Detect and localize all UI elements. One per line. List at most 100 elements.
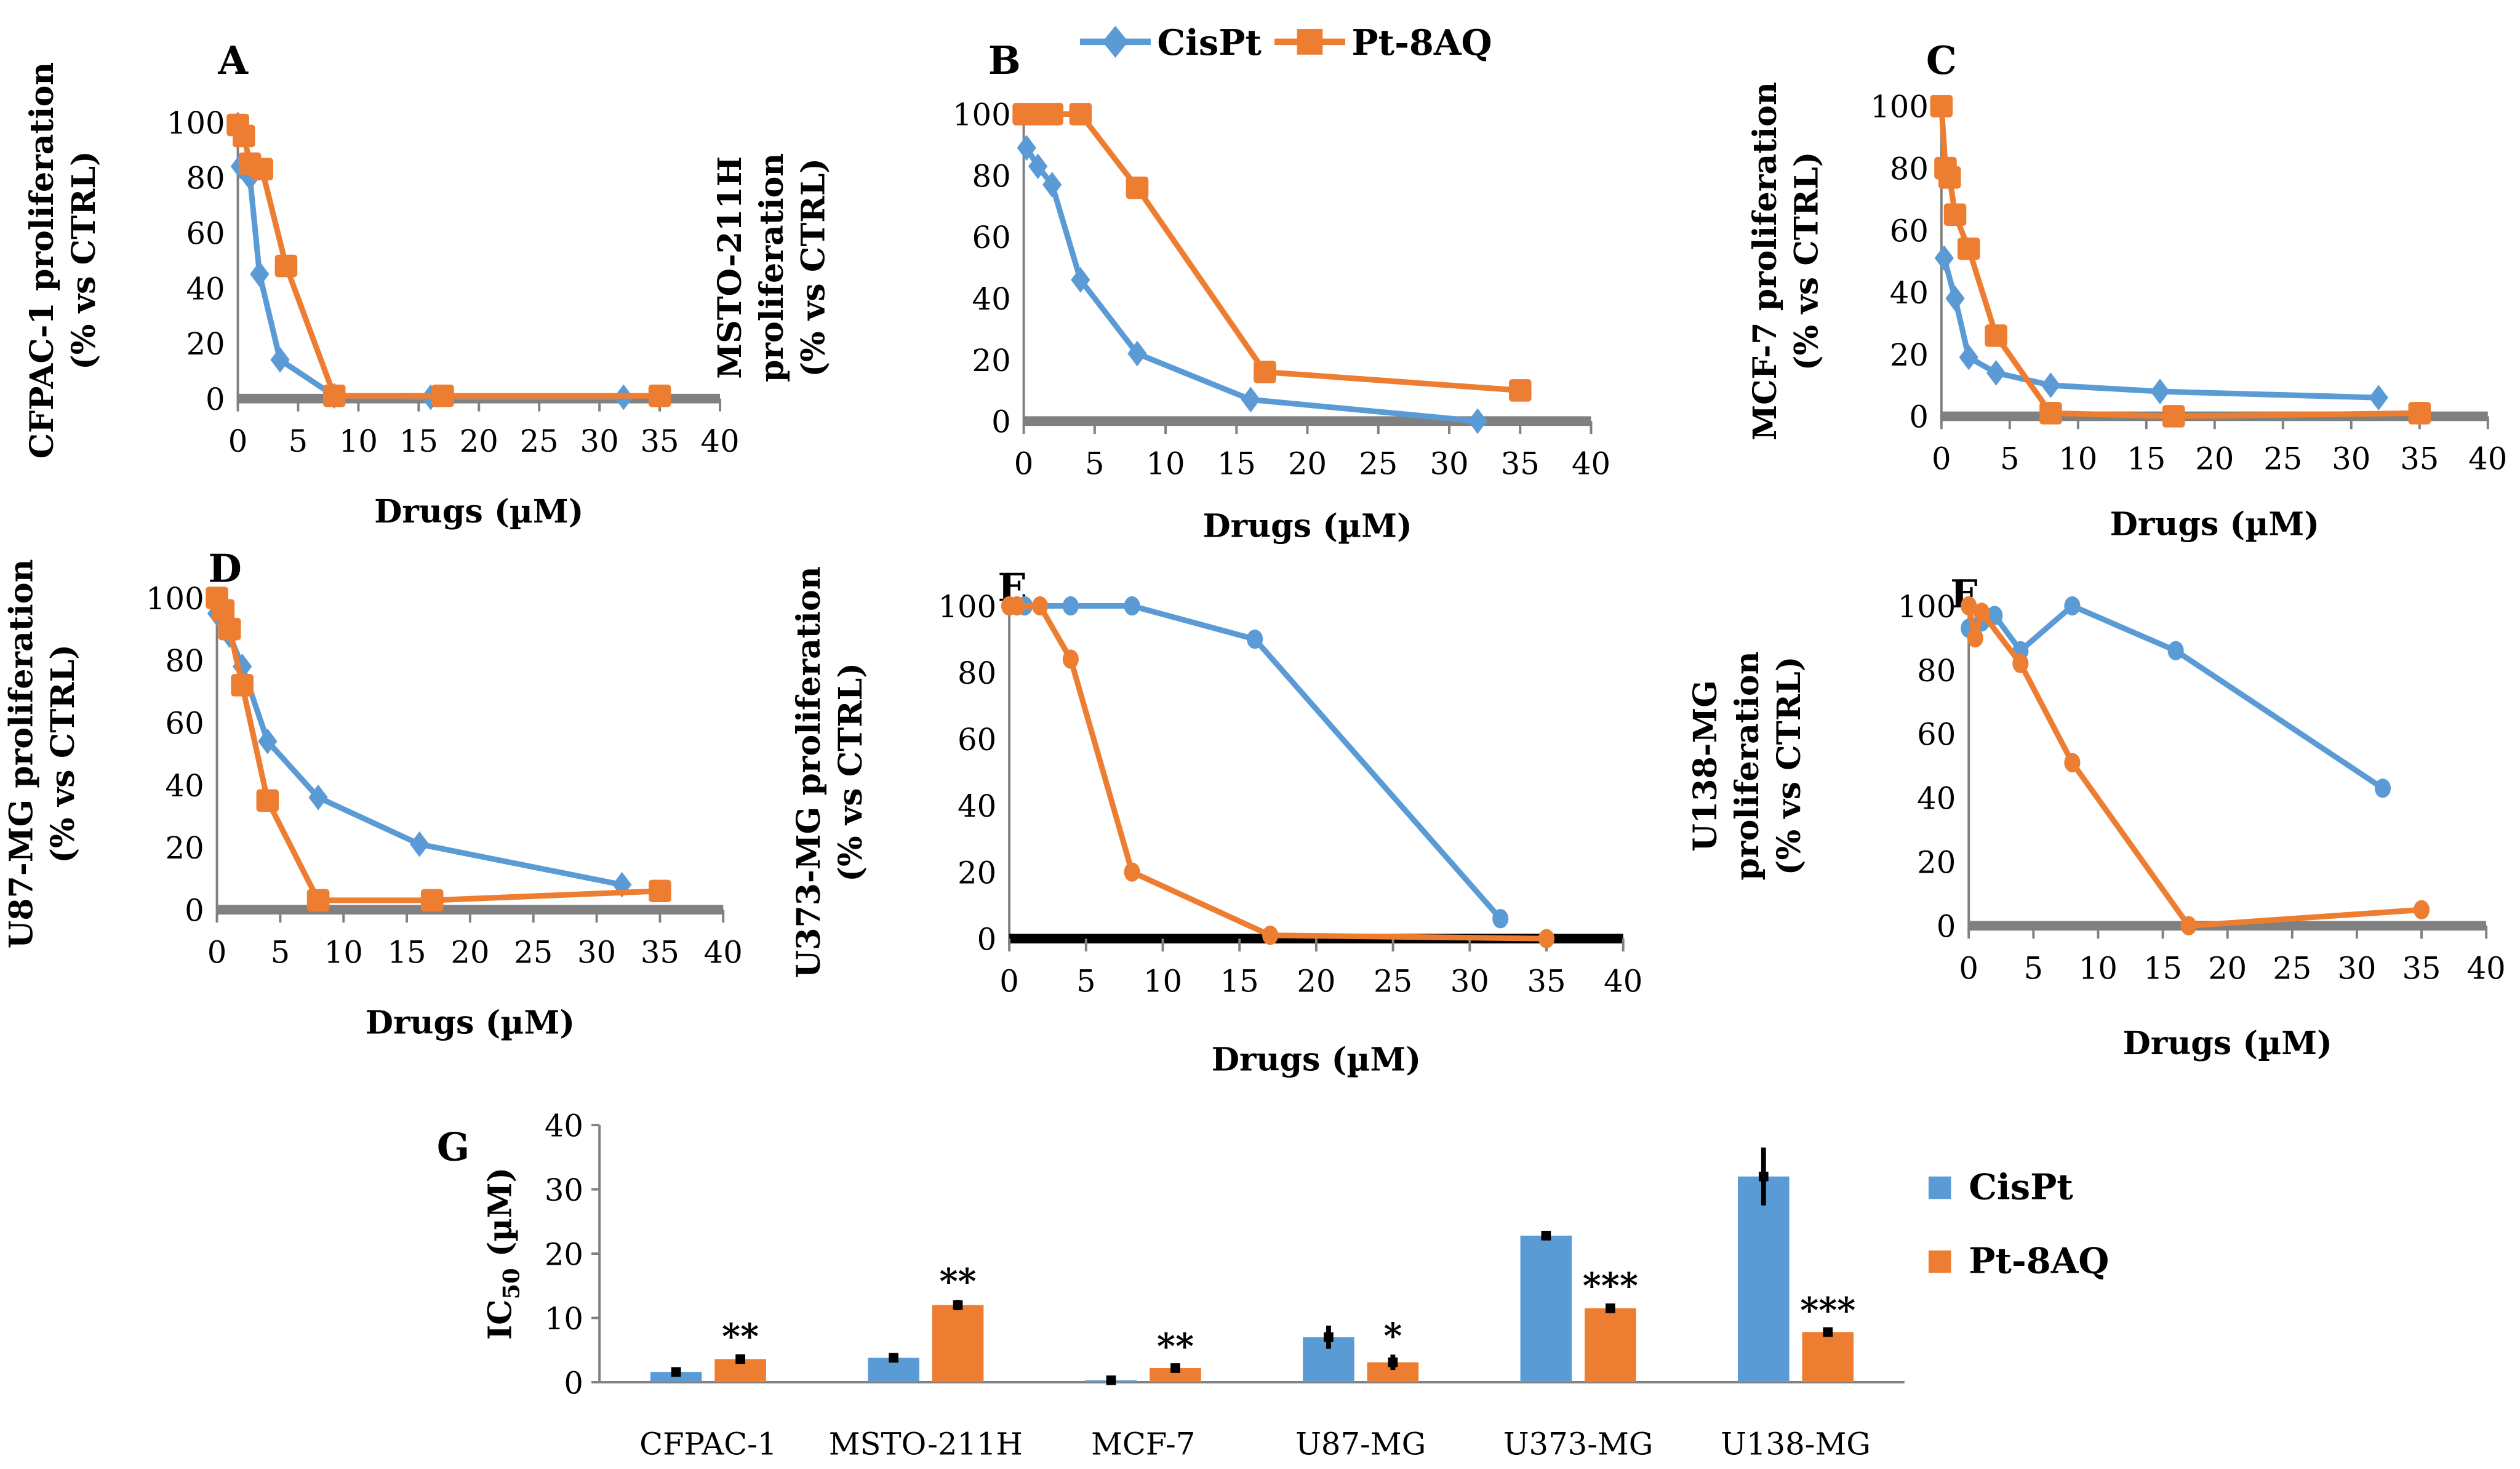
series-line-Pt-8AQ — [235, 123, 660, 399]
x-tick-label: 5 — [1076, 963, 1096, 999]
data-point-Pt-8AQ — [1126, 176, 1149, 199]
data-point-Pt-8AQ — [1957, 237, 1980, 260]
y-tick-label: 0 — [185, 892, 204, 928]
error-bar-cap — [953, 1300, 963, 1310]
panel-B: B 0 20 40 60 80 100 0 5 10 15 20 25 30 35 40 Drugs (µM) M… — [711, 38, 1610, 545]
y-axis-label-line: MCF-7 proliferation — [1746, 82, 1784, 441]
y-axis-label: IC50 (µM) — [481, 1167, 524, 1340]
data-point-Pt-8AQ — [1974, 602, 1990, 622]
x-tick-label: 0 — [207, 934, 227, 970]
x-tick-label: 40 — [1572, 446, 1610, 481]
x-tick-label: 10 — [339, 423, 378, 459]
data-point-CisPt — [1934, 245, 1954, 271]
x-tick-label: 40 — [2468, 441, 2507, 477]
data-point-Pt-8AQ — [212, 599, 235, 622]
legend-pt8aq-label: Pt-8AQ — [1351, 22, 1492, 63]
data-point-CisPt — [250, 261, 270, 287]
data-point-CisPt — [2369, 385, 2388, 411]
legend-pt8aq-square-icon — [1297, 29, 1323, 55]
x-tick-label: 40 — [700, 423, 739, 459]
data-point-CisPt — [1028, 153, 1048, 180]
x-tick-label: 10 — [2079, 950, 2118, 986]
x-tick-label: 30 — [577, 934, 616, 970]
data-point-Pt-8AQ — [2039, 402, 2062, 425]
panel-G: G 0 10 20 30 40 IC50 (µM) ** CFPAC-1 ** MSTO-211H *… — [437, 1108, 2110, 1462]
data-point-Pt-8AQ — [256, 789, 279, 812]
y-tick-label: 20 — [545, 1236, 583, 1272]
legend-cispt-label: CisPt — [1157, 22, 1262, 63]
data-point-CisPt — [2064, 596, 2081, 616]
y-tick-label: 60 — [1890, 213, 1929, 249]
data-point-Pt-8AQ — [1967, 628, 1983, 648]
category-label: MCF-7 — [1091, 1426, 1195, 1462]
y-axis-label-line: proliferation — [753, 153, 791, 382]
significance-marker: *** — [1583, 1265, 1638, 1307]
x-tick-label: 25 — [1359, 446, 1398, 481]
data-point-CisPt — [1127, 340, 1147, 367]
error-bar-cap — [889, 1353, 898, 1363]
x-tick-label: 30 — [1450, 963, 1489, 999]
x-tick-label: 40 — [704, 934, 743, 970]
error-bar-cap — [1106, 1375, 1116, 1385]
x-tick-label: 10 — [1146, 446, 1185, 481]
data-point-Pt-8AQ — [1262, 926, 1279, 945]
y-axis-label: U373-MG proliferation (% vs CTRL) — [790, 566, 870, 978]
y-tick-label: 60 — [1917, 717, 1956, 753]
y-tick-label: 40 — [958, 788, 996, 824]
bar-CisPt — [1520, 1235, 1572, 1382]
data-point-Pt-8AQ — [2012, 654, 2029, 673]
data-point-Pt-8AQ — [1943, 203, 1967, 226]
y-tick-label: 20 — [1917, 845, 1956, 881]
y-tick-label: 0 — [1937, 909, 1956, 945]
y-tick-label: 40 — [972, 281, 1011, 317]
significance-marker: * — [1383, 1315, 1402, 1357]
x-tick-label: 15 — [1220, 963, 1259, 999]
x-tick-label: 35 — [2400, 441, 2439, 477]
y-tick-label: 80 — [1917, 653, 1956, 689]
data-point-Pt-8AQ — [231, 674, 254, 697]
y-axis-label: U138-MG proliferation (% vs CTRL) — [1687, 651, 1808, 880]
y-axis-label-line: (% vs CTRL) — [1788, 152, 1826, 371]
data-point-Pt-8AQ — [1124, 862, 1140, 882]
x-tick-label: 30 — [2337, 950, 2376, 986]
data-point-Pt-8AQ — [2064, 753, 2081, 772]
y-tick-label: 20 — [186, 326, 225, 362]
y-axis-label-line: proliferation — [1729, 651, 1766, 880]
y-axis-label-line: (% vs CTRL) — [65, 151, 103, 370]
x-tick-label: 35 — [1501, 446, 1540, 481]
data-point-CisPt — [1959, 344, 1978, 370]
y-axis-label: MSTO-211H proliferation (% vs CTRL) — [711, 153, 833, 382]
y-tick-label: 100 — [938, 589, 996, 625]
y-tick-label: 80 — [166, 643, 204, 679]
significance-marker: ** — [939, 1260, 976, 1302]
data-point-Pt-8AQ — [2180, 916, 2197, 935]
x-axis-label: Drugs (µM) — [2110, 506, 2319, 543]
x-tick-label: 0 — [1932, 441, 1951, 477]
y-axis-label-line: CFPAC-1 proliferation — [23, 62, 61, 459]
data-point-CisPt — [1247, 629, 1263, 649]
data-point-CisPt — [2041, 372, 2061, 398]
data-point-Pt-8AQ — [431, 384, 454, 407]
y-tick-label: 0 — [564, 1365, 583, 1401]
x-tick-label: 5 — [271, 934, 290, 970]
category-label: U87-MG — [1295, 1426, 1426, 1462]
panel-letter: G — [437, 1124, 470, 1170]
y-tick-label: 80 — [1890, 151, 1929, 186]
x-tick-label: 5 — [1085, 446, 1105, 481]
x-tick-label: 5 — [2024, 950, 2044, 986]
error-bar-cap — [1324, 1332, 1334, 1342]
x-tick-label: 40 — [2467, 950, 2506, 986]
legend-cispt-diamond-icon — [1102, 25, 1129, 58]
y-tick-label: 30 — [545, 1172, 583, 1208]
data-point-Pt-8AQ — [218, 617, 241, 641]
y-axis-label-line: (% vs CTRL) — [795, 158, 833, 377]
y-axis-label-line: (% vs CTRL) — [44, 644, 82, 863]
y-tick-label: 60 — [186, 215, 225, 251]
y-tick-label: 20 — [958, 855, 996, 891]
x-tick-label: 35 — [641, 934, 679, 970]
x-tick-label: 25 — [2273, 950, 2311, 986]
x-tick-label: 10 — [2058, 441, 2097, 477]
series-line-CisPt — [1967, 603, 2385, 791]
x-tick-label: 20 — [460, 423, 498, 459]
x-tick-label: 15 — [387, 934, 426, 970]
